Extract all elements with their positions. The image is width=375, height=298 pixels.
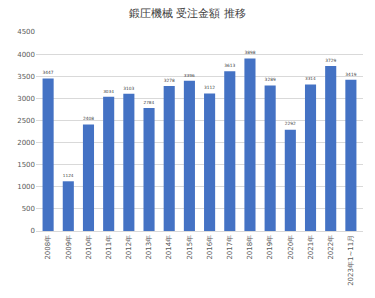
svg-text:2013年: 2013年 — [145, 235, 153, 260]
svg-text:2016年: 2016年 — [206, 235, 214, 260]
svg-text:0: 0 — [31, 227, 35, 235]
svg-text:2009年: 2009年 — [65, 235, 73, 260]
svg-text:3278: 3278 — [164, 78, 175, 83]
svg-text:2408: 2408 — [83, 116, 94, 121]
svg-text:4000: 4000 — [17, 51, 35, 59]
svg-text:3396: 3396 — [184, 73, 195, 78]
svg-text:3729: 3729 — [325, 58, 336, 63]
svg-text:2022年: 2022年 — [327, 235, 335, 260]
svg-text:3419: 3419 — [345, 72, 356, 77]
svg-text:3112: 3112 — [204, 85, 215, 90]
svg-text:2010年: 2010年 — [85, 235, 93, 260]
svg-text:3898: 3898 — [244, 50, 255, 55]
svg-text:鍛圧機械 受注金額 推移: 鍛圧機械 受注金額 推移 — [129, 7, 246, 20]
svg-text:2000: 2000 — [17, 139, 35, 147]
svg-text:1500: 1500 — [17, 161, 35, 169]
svg-text:3034: 3034 — [103, 89, 114, 94]
svg-text:2500: 2500 — [17, 117, 35, 125]
svg-text:3314: 3314 — [305, 76, 316, 81]
svg-text:2021年: 2021年 — [307, 235, 315, 260]
svg-text:1000: 1000 — [17, 183, 35, 191]
svg-text:2018年: 2018年 — [246, 235, 254, 260]
svg-text:2023年1~11月: 2023年1~11月 — [347, 235, 355, 286]
svg-text:3000: 3000 — [17, 95, 35, 103]
svg-text:3500: 3500 — [17, 73, 35, 81]
svg-text:3289: 3289 — [265, 77, 276, 82]
svg-text:1124: 1124 — [63, 173, 74, 178]
svg-text:2019年: 2019年 — [266, 235, 274, 260]
svg-text:4500: 4500 — [17, 28, 35, 36]
svg-text:2784: 2784 — [144, 100, 155, 105]
svg-text:2014年: 2014年 — [165, 235, 173, 260]
svg-text:2008年: 2008年 — [44, 235, 52, 260]
svg-text:2011年: 2011年 — [105, 235, 113, 260]
svg-text:500: 500 — [22, 205, 35, 213]
svg-text:2017年: 2017年 — [226, 235, 234, 260]
svg-text:2020年: 2020年 — [287, 235, 295, 260]
svg-text:2292: 2292 — [285, 121, 296, 126]
svg-text:3613: 3613 — [224, 63, 235, 68]
svg-text:2012年: 2012年 — [125, 235, 133, 260]
svg-text:2015年: 2015年 — [186, 235, 194, 260]
svg-text:3103: 3103 — [123, 86, 134, 91]
svg-text:3447: 3447 — [43, 70, 54, 75]
